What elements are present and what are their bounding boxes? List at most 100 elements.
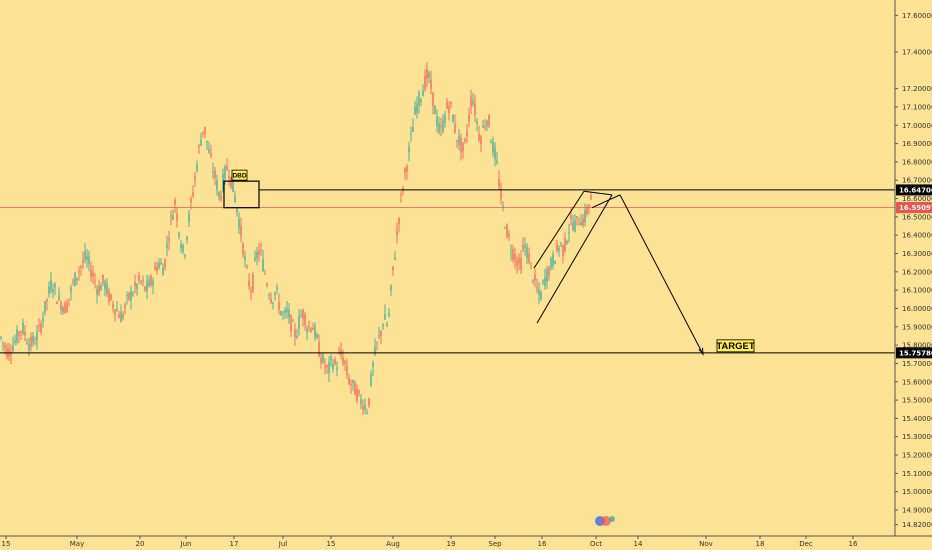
price-tick-label: 16.80000 (902, 158, 932, 166)
candle-body (504, 227, 506, 229)
candle-body (306, 329, 308, 333)
candle-body (32, 336, 34, 343)
candle-body (110, 294, 112, 300)
projection-down-line[interactable] (619, 194, 704, 355)
candle-body (212, 171, 214, 173)
candle-body (116, 309, 118, 311)
candle-body (242, 243, 244, 255)
candle-body (56, 301, 58, 304)
time-tick-label: 19 (447, 540, 456, 548)
candle-body (244, 256, 246, 261)
candle-body (304, 313, 306, 325)
time-tick-label: Jul (278, 540, 288, 548)
candle-body (12, 345, 14, 351)
candle-body (180, 244, 182, 248)
candle-body (234, 196, 236, 203)
projection-up-line[interactable] (591, 194, 621, 209)
candle-body (366, 412, 368, 413)
candle-body (296, 336, 298, 339)
candle-body (2, 342, 4, 344)
candle-body (150, 276, 152, 286)
price-tick-label: 15.10000 (902, 470, 932, 478)
candle-body (536, 287, 538, 289)
candle-body (128, 292, 130, 300)
price-tag-box (896, 184, 932, 196)
candle-body (412, 127, 414, 132)
candle-body (458, 136, 460, 146)
candle-body (98, 286, 100, 295)
time-tick-label: Nov (699, 540, 713, 548)
target-annotation[interactable]: TARGET (716, 339, 755, 353)
candle-body (578, 224, 580, 226)
candle-body (300, 315, 302, 317)
candle-body (100, 285, 102, 291)
candle-body (162, 267, 164, 276)
candle-body (222, 174, 224, 191)
candle-body (158, 263, 160, 268)
price-tick-label: 15.60000 (902, 378, 932, 386)
candle-body (178, 232, 180, 237)
candle-body (250, 289, 252, 292)
candle-body (156, 266, 158, 272)
candle-body (4, 344, 6, 348)
candle-body (358, 390, 360, 394)
candle-body (492, 141, 494, 153)
candle-body (476, 121, 478, 124)
candle-body (80, 265, 82, 268)
time-tick-label: Jun (180, 540, 192, 548)
candle-body (190, 198, 192, 203)
candle-body (186, 236, 188, 241)
candle-body (142, 280, 144, 282)
candle-body (68, 298, 70, 300)
candle-body (40, 323, 42, 333)
candle-body (298, 316, 300, 329)
candle-body (290, 315, 292, 332)
candle-body (328, 362, 330, 374)
candle-body (70, 287, 72, 293)
time-tick-label: 18 (756, 540, 765, 548)
channel-upper-line[interactable] (533, 190, 585, 269)
candle-body (564, 237, 566, 251)
candle-body (378, 335, 380, 337)
price-tag-label: 16.55097 (899, 204, 932, 212)
candle-body (54, 284, 56, 288)
candle-body (66, 302, 68, 312)
candle-body (574, 220, 576, 232)
candle-body (38, 324, 40, 327)
candle-body (252, 274, 254, 291)
candle-body (310, 328, 312, 332)
candle-body (52, 289, 54, 292)
candle-body (204, 127, 206, 134)
candle-body (508, 234, 510, 237)
candle-body (42, 318, 44, 322)
price-tick-label: 15.80000 (902, 342, 932, 350)
candle-body (320, 357, 322, 363)
candle-body (584, 210, 586, 223)
price-axis[interactable]: 14.82000 14.90000 15.00000 15.10000 15.20000… (895, 12, 932, 529)
candle-body (262, 258, 264, 272)
candle-body (374, 346, 376, 356)
price-tick-label: 15.70000 (902, 360, 932, 368)
candle-body (58, 295, 60, 300)
candle-body (400, 194, 402, 196)
candle-body (348, 377, 350, 384)
price-tag-box (896, 347, 932, 359)
dbd-label-box (231, 169, 248, 181)
dbd-zone-box[interactable] (223, 180, 260, 209)
candle-body (210, 153, 212, 157)
candle-body (430, 79, 432, 89)
drawings-layer[interactable]: DBD TARGET (0, 169, 895, 356)
candle-body (8, 348, 10, 357)
candle-body (526, 246, 528, 259)
candle-body (258, 250, 260, 256)
candle-body (532, 280, 534, 282)
candle-body (22, 322, 24, 334)
dbd-label: DBD (232, 173, 246, 180)
dbd-annotation[interactable]: DBD (231, 169, 248, 181)
price-tick-label: 16.10000 (902, 287, 932, 295)
channel-cap-line[interactable] (583, 190, 613, 196)
candle-body (454, 123, 456, 133)
time-axis[interactable]: 15 May 20 Jun 17 Jul 15 Aug 19 Sep 16 Oct 14 Nov 18 Dec… (2, 536, 858, 548)
channel-lower-line[interactable] (536, 194, 613, 324)
